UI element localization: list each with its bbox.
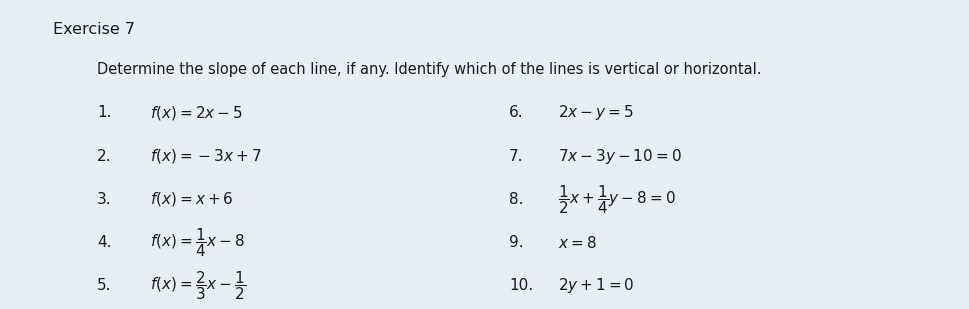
Text: 9.: 9. — [509, 235, 523, 250]
Text: $2x - y = 5$: $2x - y = 5$ — [557, 103, 633, 122]
Text: 3.: 3. — [97, 192, 111, 207]
Text: 2.: 2. — [97, 149, 111, 163]
Text: $f(x) = 2x - 5$: $f(x) = 2x - 5$ — [150, 104, 243, 122]
Text: Exercise 7: Exercise 7 — [53, 22, 136, 37]
Text: $f(x) = -3x + 7$: $f(x) = -3x + 7$ — [150, 147, 262, 165]
Text: 7.: 7. — [509, 149, 523, 163]
Text: 4.: 4. — [97, 235, 111, 250]
Text: $f(x) = x + 6$: $f(x) = x + 6$ — [150, 190, 234, 208]
Text: Determine the slope of each line, if any. Identify which of the lines is vertica: Determine the slope of each line, if any… — [97, 62, 761, 77]
Text: $x = 8$: $x = 8$ — [557, 235, 596, 251]
Text: $f(x) = \dfrac{1}{4}x - 8$: $f(x) = \dfrac{1}{4}x - 8$ — [150, 226, 245, 259]
Text: $f(x) = \dfrac{2}{3}x - \dfrac{1}{2}$: $f(x) = \dfrac{2}{3}x - \dfrac{1}{2}$ — [150, 269, 246, 302]
Text: $\dfrac{1}{2}x + \dfrac{1}{4}y - 8 = 0$: $\dfrac{1}{2}x + \dfrac{1}{4}y - 8 = 0$ — [557, 183, 674, 216]
Text: 6.: 6. — [509, 105, 523, 120]
Text: 10.: 10. — [509, 278, 533, 293]
Text: 5.: 5. — [97, 278, 111, 293]
Text: $2y + 1 = 0$: $2y + 1 = 0$ — [557, 276, 634, 295]
Text: $7x - 3y - 10 = 0$: $7x - 3y - 10 = 0$ — [557, 146, 680, 166]
Text: 1.: 1. — [97, 105, 111, 120]
Text: 8.: 8. — [509, 192, 523, 207]
